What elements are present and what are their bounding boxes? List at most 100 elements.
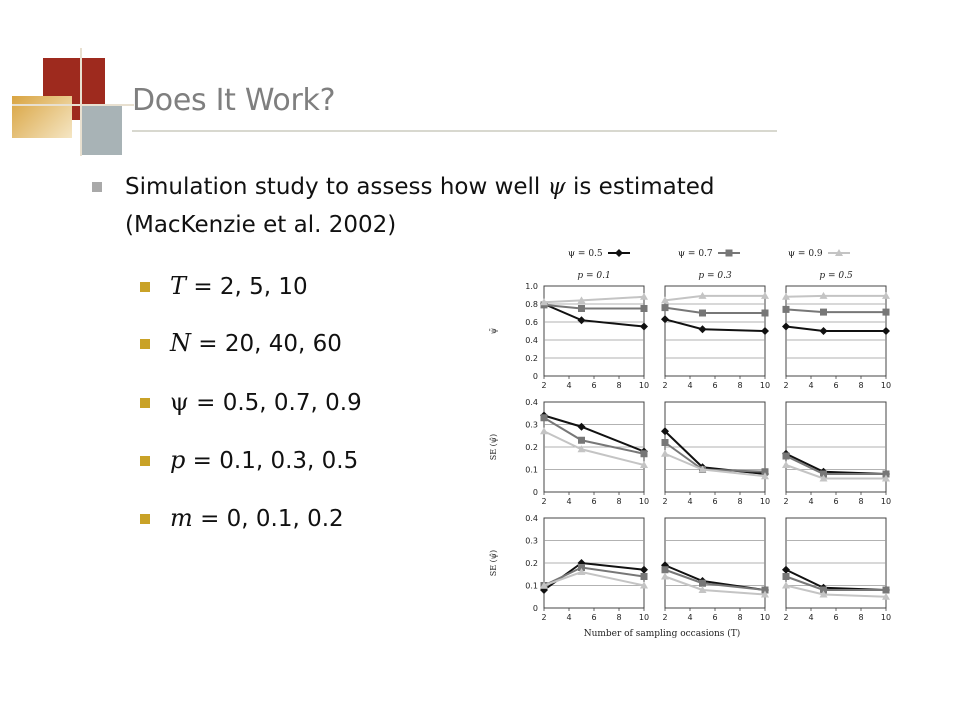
data-point <box>661 449 669 457</box>
variable-symbol: T <box>170 272 187 300</box>
y-axis-label: SE (ψ̂) <box>489 550 498 576</box>
data-point <box>820 470 827 478</box>
y-tick-label: 0.4 <box>525 398 538 407</box>
data-point <box>577 422 586 431</box>
data-point <box>540 581 548 589</box>
x-tick-label: 10 <box>881 613 891 622</box>
data-point <box>782 452 790 460</box>
legend-label: ψ = 0.9 <box>788 249 823 259</box>
y-tick-label: 0.6 <box>525 318 538 327</box>
y-tick-label: 0.2 <box>525 559 538 568</box>
series-line <box>664 318 766 332</box>
data-point <box>540 427 548 435</box>
x-tick-label: 8 <box>737 381 742 390</box>
data-point <box>835 249 843 256</box>
x-tick-label: 4 <box>687 497 692 506</box>
data-point <box>578 305 585 312</box>
series-line <box>543 295 645 304</box>
data-point <box>578 564 585 571</box>
x-tick-label: 6 <box>712 497 717 506</box>
x-tick-label: 6 <box>591 613 596 622</box>
x-tick-label: 6 <box>712 613 717 622</box>
data-point <box>640 292 648 300</box>
y-axis-label: ψ̄ <box>489 328 498 334</box>
series-line <box>664 564 766 591</box>
main-bullet-text-a: Simulation study to assess how well <box>125 174 548 200</box>
data-point <box>820 308 827 316</box>
data-point <box>577 568 586 575</box>
y-tick-label: 0.1 <box>525 466 538 475</box>
chart-svg: ψ = 0.5 ψ = 0.7 ψ = 0.9 p = 0.1 p = 0.3 p = 0… <box>489 249 891 639</box>
variable-symbol: p <box>170 446 186 474</box>
x-tick-label: 2 <box>541 497 546 506</box>
series-line <box>543 414 645 453</box>
data-point <box>761 327 769 335</box>
data-point <box>819 327 828 335</box>
series-line <box>664 306 765 314</box>
x-tick-label: 6 <box>591 497 596 506</box>
data-point <box>699 309 706 317</box>
decor-gold-square <box>12 96 72 138</box>
x-tick-label: 10 <box>760 381 770 390</box>
x-tick-label: 6 <box>833 613 838 622</box>
data-point <box>577 316 586 325</box>
data-point <box>640 461 648 468</box>
data-point <box>782 581 790 589</box>
x-tick-label: 2 <box>783 381 788 390</box>
series-line <box>664 294 765 302</box>
y-tick-label: 0.4 <box>525 336 538 345</box>
data-point <box>640 305 648 312</box>
y-tick-label: 0.3 <box>525 421 538 430</box>
x-tick-label: 4 <box>566 497 571 506</box>
x-tick-label: 10 <box>639 497 649 506</box>
main-bullet-citation: (MacKenzie et al. 2002) <box>125 212 397 238</box>
data-point <box>698 586 707 593</box>
x-tick-label: 4 <box>566 613 571 622</box>
x-tick-label: 2 <box>662 613 667 622</box>
x-tick-label: 10 <box>881 381 891 390</box>
series-line <box>785 294 886 298</box>
data-point <box>640 322 648 331</box>
x-tick-label: 6 <box>833 381 838 390</box>
bullet-marker <box>92 182 102 192</box>
variable-values: = 2, 5, 10 <box>186 274 308 300</box>
series-line <box>785 584 887 598</box>
bullet-marker <box>140 514 150 524</box>
data-point <box>761 468 769 476</box>
x-tick-label: 6 <box>591 381 596 390</box>
sub-bullet-T: T = 2, 5, 10 <box>140 268 440 304</box>
series-line <box>785 568 887 591</box>
variable-values: = 20, 40, 60 <box>191 331 342 357</box>
data-point <box>698 465 707 473</box>
psi-symbol: ψ <box>547 174 566 200</box>
variable-values: = 0, 0.1, 0.2 <box>192 506 344 532</box>
sub-bullet-p: p = 0.1, 0.3, 0.5 <box>140 442 440 478</box>
data-point <box>698 291 707 299</box>
y-tick-label: 0.2 <box>525 354 538 363</box>
data-point <box>577 445 586 453</box>
x-tick-label: 8 <box>858 497 863 506</box>
data-point <box>882 470 890 478</box>
data-point <box>782 573 790 580</box>
data-point <box>761 586 769 594</box>
x-tick-label: 8 <box>616 381 621 390</box>
data-point <box>640 450 648 458</box>
data-point <box>640 565 648 574</box>
x-tick-label: 8 <box>858 381 863 390</box>
bullet-marker <box>140 398 150 408</box>
data-point <box>698 325 707 334</box>
data-point <box>661 439 669 446</box>
x-tick-label: 2 <box>541 381 546 390</box>
x-tick-label: 4 <box>808 497 813 506</box>
x-tick-label: 8 <box>616 497 621 506</box>
series-line <box>543 430 645 466</box>
data-point <box>761 472 769 480</box>
series-line <box>543 561 645 591</box>
column-label: p = 0.5 <box>819 271 853 281</box>
data-point <box>882 474 890 482</box>
main-bullet: Simulation study to assess how well ψ is… <box>125 168 865 244</box>
series-line <box>785 308 886 314</box>
data-point <box>577 296 586 304</box>
data-point <box>819 474 828 482</box>
data-point <box>661 315 669 324</box>
